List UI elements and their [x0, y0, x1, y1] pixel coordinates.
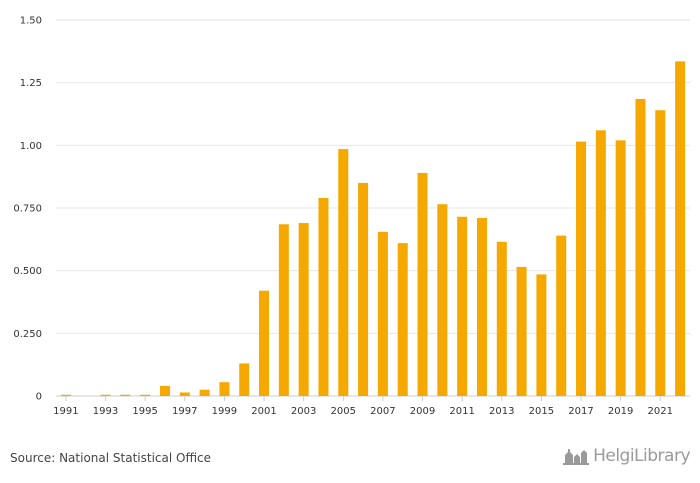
bar-1994: [120, 394, 131, 396]
bar-2004: [318, 197, 329, 396]
bar-1991: [60, 394, 71, 396]
x-tick-label: 1991: [53, 406, 78, 417]
bar-2008: [397, 243, 408, 396]
bar-2009: [417, 172, 428, 396]
y-tick-label: 0.750: [13, 204, 42, 215]
x-tick-label: 2013: [489, 406, 514, 417]
bar-2007: [377, 231, 388, 396]
bar-1998: [199, 389, 210, 396]
helgi-library-logo: HelgiLibrary: [563, 446, 690, 466]
y-tick-label: 0.500: [13, 266, 42, 277]
y-axis-labels: 0 0.250 0.500 0.750 1.00 1.25 1.50: [13, 16, 42, 403]
y-tick-label: 1.25: [20, 78, 42, 89]
bar-2022: [675, 61, 686, 397]
x-tick-label: 2003: [291, 406, 316, 417]
x-axis: [65, 396, 661, 401]
bar-2017: [576, 141, 587, 396]
x-tick-label: 2009: [410, 406, 435, 417]
bar-2019: [615, 140, 626, 396]
bar-2010: [437, 204, 448, 396]
x-tick-label: 1999: [212, 406, 237, 417]
x-tick-label: 2019: [608, 406, 633, 417]
y-tick-label: 0.250: [13, 329, 42, 340]
bar-2013: [496, 241, 507, 396]
x-tick-label: 2001: [251, 406, 276, 417]
bar-2002: [278, 224, 289, 396]
x-tick-label: 2015: [529, 406, 554, 417]
building-icon: [563, 449, 590, 465]
bar-2001: [259, 290, 270, 396]
x-tick-label: 2005: [331, 406, 356, 417]
x-tick-label: 1995: [132, 406, 157, 417]
bar-1996: [159, 385, 170, 396]
x-tick-label: 1993: [93, 406, 118, 417]
bar-2015: [536, 274, 547, 396]
bar-1997: [179, 392, 190, 396]
bar-2016: [556, 235, 567, 396]
bar-2021: [655, 110, 666, 397]
y-tick-label: 0: [36, 392, 42, 403]
bar-2014: [516, 266, 527, 396]
bar-2020: [635, 98, 646, 397]
bar-1993: [100, 394, 111, 396]
bar-2012: [476, 218, 487, 396]
x-tick-label: 2017: [568, 406, 593, 417]
bar-2011: [457, 216, 468, 396]
bar-2005: [338, 149, 349, 396]
bar-2000: [239, 363, 250, 396]
x-tick-label: 1997: [172, 406, 197, 417]
bars: [60, 61, 686, 397]
y-tick-label: 1.50: [20, 16, 42, 27]
x-tick-label: 2021: [648, 406, 673, 417]
bar-2006: [358, 182, 369, 396]
x-tick-label: 2011: [449, 406, 474, 417]
bar-1999: [219, 382, 230, 396]
x-axis-labels: 1991 1993 1995 1997 1999 2001 2003 2005 2007 2009…: [53, 406, 673, 417]
source-text: Source: National Statistical Office: [10, 451, 212, 465]
bar-2018: [595, 130, 606, 396]
logo-text: HelgiLibrary: [593, 446, 690, 466]
y-tick-label: 1.00: [20, 141, 42, 152]
footer: Source: National Statistical Office Helg…: [0, 440, 700, 483]
bar-1995: [140, 394, 151, 396]
x-tick-label: 2007: [370, 406, 395, 417]
gridlines: [56, 19, 690, 397]
bar-2003: [298, 223, 309, 396]
